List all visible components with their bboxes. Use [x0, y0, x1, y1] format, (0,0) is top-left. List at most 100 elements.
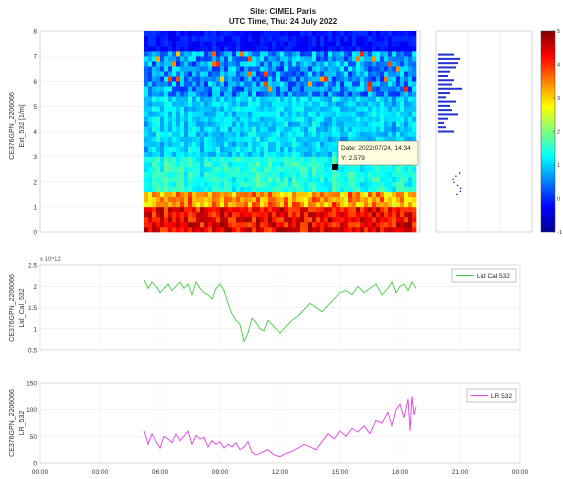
heatmap-cell: [220, 176, 225, 183]
heatmap-cell: [172, 131, 177, 137]
heatmap-cell: [196, 46, 201, 52]
heatmap-cell: [164, 176, 169, 183]
lidcal-legend[interactable]: Lid Cal 532: [451, 268, 517, 283]
heatmap-cell: [368, 171, 373, 178]
heatmap-cell: [152, 181, 157, 188]
heatmap-cell: [280, 166, 285, 173]
datatip-marker[interactable]: [332, 164, 338, 170]
heatmap-cell: [324, 41, 329, 47]
heatmap-cell: [388, 221, 393, 228]
heatmap-cell: [372, 196, 377, 203]
heatmap-cell: [276, 141, 281, 147]
heatmap-cell: [228, 96, 233, 102]
heatmap-cell: [388, 196, 393, 203]
heatmap-cell: [192, 161, 197, 167]
heatmap-cell: [280, 136, 285, 142]
heatmap-cell: [188, 81, 193, 87]
heatmap-cell: [172, 66, 177, 72]
heatmap-cell: [224, 206, 229, 213]
heatmap-cell: [356, 96, 361, 102]
heatmap-cell: [168, 91, 173, 97]
heatmap-cell: [248, 61, 253, 67]
heatmap-cell: [252, 61, 257, 67]
heatmap-cell: [228, 136, 233, 142]
heatmap-cell: [228, 81, 233, 87]
heatmap-cell: [332, 146, 337, 152]
heatmap-cell: [196, 71, 201, 77]
lr-legend[interactable]: LR 532: [466, 388, 517, 403]
heatmap-cell: [356, 176, 361, 183]
heatmap-cell: [200, 226, 205, 233]
heatmap-cell: [396, 56, 401, 62]
heatmap-cell: [392, 81, 397, 87]
heatmap-cell: [300, 191, 305, 198]
heatmap-cell: [228, 51, 233, 57]
heatmap-cell: [380, 166, 385, 173]
heatmap-cell: [184, 151, 189, 157]
heatmap-cell: [344, 91, 349, 97]
heatmap-cell: [176, 196, 181, 203]
heatmap-cell: [220, 151, 225, 157]
heatmap-cell: [176, 206, 181, 213]
heatmap-cell: [288, 146, 293, 152]
heatmap-cell: [168, 156, 173, 162]
heatmap-cell: [176, 191, 181, 198]
heatmap-cell: [396, 76, 401, 82]
heatmap-cell: [264, 121, 269, 127]
heatmap-cell: [296, 121, 301, 127]
heatmap-cell: [184, 81, 189, 87]
heatmap-cell: [196, 211, 201, 218]
heatmap-cell: [152, 61, 157, 67]
heatmap-cell: [352, 51, 357, 57]
heatmap-cell: [300, 226, 305, 233]
heatmap-cell: [256, 111, 261, 117]
heatmap-cell: [376, 31, 381, 37]
heatmap-cell: [232, 181, 237, 188]
heatmap-cell: [316, 211, 321, 218]
heatmap-cell: [268, 181, 273, 188]
heatmap-cell: [180, 211, 185, 218]
heatmap-cell: [404, 211, 409, 218]
heatmap-cell: [372, 61, 377, 67]
heatmap-cell: [256, 126, 261, 132]
heatmap-cell: [256, 106, 261, 112]
heatmap-cell: [204, 176, 209, 183]
heatmap-cell: [388, 116, 393, 122]
heatmap-cell: [312, 76, 317, 82]
heatmap-cell: [292, 151, 297, 157]
heatmap-cell: [260, 186, 265, 193]
heatmap-cell: [260, 81, 265, 87]
heatmap-cell: [316, 181, 321, 188]
heatmap-cell: [252, 136, 257, 142]
heatmap-cell: [256, 71, 261, 77]
heatmap-cell: [336, 81, 341, 87]
heatmap-cell: [188, 216, 193, 223]
heatmap-cell: [320, 206, 325, 213]
heatmap-cell: [196, 141, 201, 147]
heatmap-cell: [204, 46, 209, 52]
heatmap-cell: [312, 206, 317, 213]
heatmap-cell: [412, 226, 417, 233]
heatmap-cell: [168, 131, 173, 137]
heatmap-cell: [316, 71, 321, 77]
heatmap-cell: [344, 216, 349, 223]
heatmap-cell: [260, 171, 265, 178]
heatmap-cell: [188, 121, 193, 127]
heatmap-cell: [172, 136, 177, 142]
heatmap-cell: [204, 101, 209, 107]
heatmap-cell: [276, 156, 281, 162]
heatmap-cell: [236, 226, 241, 233]
heatmap-cell: [332, 41, 337, 47]
heatmap-cell: [300, 86, 305, 92]
datatip[interactable]: Date: 2022/07/24, 14:34 Y: 2.579: [332, 140, 419, 170]
heatmap-cell: [408, 66, 413, 72]
heatmap-cell: [252, 151, 257, 157]
heatmap-cell: [192, 151, 197, 157]
heatmap-cell: [392, 86, 397, 92]
heatmap-cell: [172, 201, 177, 208]
heatmap-cell: [272, 211, 277, 218]
heatmap-cell: [340, 41, 345, 47]
heatmap-cell: [316, 101, 321, 107]
heatmap-cell: [240, 156, 245, 162]
heatmap-cell: [336, 206, 341, 213]
